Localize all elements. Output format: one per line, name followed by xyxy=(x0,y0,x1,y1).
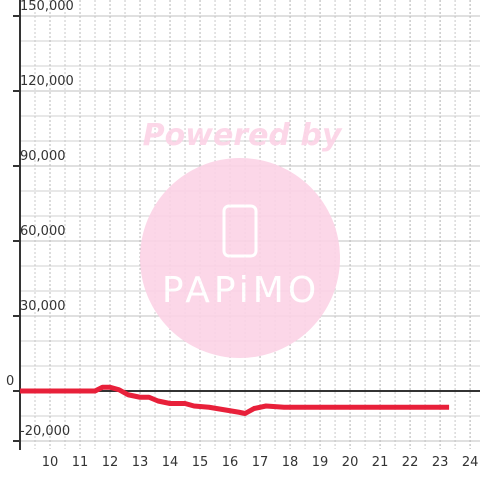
x-tick-label: 14 xyxy=(162,455,179,470)
x-tick-label: 16 xyxy=(222,455,239,470)
x-tick-label: 23 xyxy=(432,455,449,470)
x-tick-label: 17 xyxy=(252,455,269,470)
watermark-top: Powered by xyxy=(143,118,343,153)
y-tick-label: 30,000 xyxy=(20,299,66,314)
x-tick-label: 11 xyxy=(72,455,89,470)
watermark: Powered by PAPiMO xyxy=(140,118,343,358)
y-tick-label: -20,000 xyxy=(20,424,70,439)
x-tick-label: 18 xyxy=(282,455,299,470)
y-tick-label: 150,000 xyxy=(20,0,74,14)
foreground: 10 11 12 13 14 15 16 17 18 19 20 21 22 23 24 -20,000 0 30… xyxy=(6,0,480,470)
watermark-phone xyxy=(222,204,258,258)
x-tick-label: 13 xyxy=(132,455,149,470)
x-tick-label: 15 xyxy=(192,455,209,470)
watermark-bottom: PAPiMO xyxy=(162,270,320,311)
y-tick-label: 60,000 xyxy=(20,224,66,239)
watermark-circle xyxy=(140,158,340,358)
y-tick-label: 90,000 xyxy=(20,149,66,164)
y-tick-label: 120,000 xyxy=(20,74,74,89)
x-tick-label: 10 xyxy=(42,455,59,470)
x-tick-label: 22 xyxy=(402,455,419,470)
x-tick-label: 20 xyxy=(342,455,359,470)
data-line xyxy=(20,384,450,416)
x-tick-label: 24 xyxy=(462,455,479,470)
x-tick-label: 12 xyxy=(102,455,119,470)
y-tick-label: 0 xyxy=(6,374,14,389)
x-tick-label: 19 xyxy=(312,455,329,470)
x-tick-label: 21 xyxy=(372,455,389,470)
